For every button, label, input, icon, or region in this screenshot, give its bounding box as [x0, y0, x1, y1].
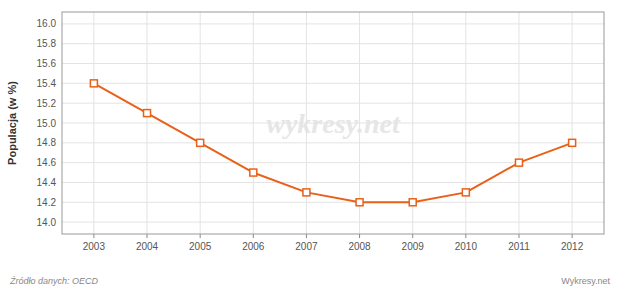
y-grid-line: [62, 222, 604, 223]
x-tick: [412, 234, 413, 238]
marker: [303, 189, 310, 196]
y-tick-label: 15.6: [37, 58, 57, 69]
x-tick-label: 2006: [242, 241, 265, 252]
y-grid-line: [62, 182, 604, 183]
y-grid-line: [62, 123, 604, 124]
x-grid-line: [93, 12, 94, 234]
x-grid-line: [306, 12, 307, 234]
y-tick-label: 14.0: [37, 217, 57, 228]
marker: [462, 189, 469, 196]
chart-container: wykresy.net14.014.214.414.614.815.015.21…: [0, 0, 620, 292]
credit-text: Wykresy.net: [561, 276, 610, 286]
y-grid-line: [62, 103, 604, 104]
x-tick-label: 2008: [348, 241, 371, 252]
marker: [250, 169, 257, 176]
source-text: Źródło danych: OECD: [9, 276, 99, 286]
line: [94, 83, 572, 202]
marker: [90, 80, 97, 87]
y-tick-label: 15.2: [37, 98, 57, 109]
y-tick-label: 15.8: [37, 38, 57, 49]
x-tick: [253, 234, 254, 238]
x-tick: [518, 234, 519, 238]
x-tick: [93, 234, 94, 238]
chart-svg: wykresy.net14.014.214.414.614.815.015.21…: [0, 0, 620, 292]
y-grid-line: [62, 43, 604, 44]
marker: [569, 139, 576, 146]
marker: [356, 199, 363, 206]
x-grid-line: [147, 12, 148, 234]
x-tick: [200, 234, 201, 238]
y-axis-label: Populacja (w %): [6, 81, 18, 165]
y-grid-line: [62, 142, 604, 143]
x-tick-label: 2005: [189, 241, 212, 252]
x-grid-line: [518, 12, 519, 234]
x-grid-line: [200, 12, 201, 234]
marker: [409, 199, 416, 206]
x-tick-label: 2009: [402, 241, 425, 252]
y-tick-label: 14.2: [37, 197, 57, 208]
x-tick: [147, 234, 148, 238]
x-tick-label: 2011: [508, 241, 530, 252]
y-tick-label: 15.0: [37, 118, 57, 129]
marker: [515, 159, 522, 166]
x-tick-label: 2004: [136, 241, 159, 252]
y-tick-label: 14.4: [37, 177, 57, 188]
x-tick-label: 2003: [83, 241, 106, 252]
marker: [197, 139, 204, 146]
x-grid-line: [465, 12, 466, 234]
y-tick-label: 16.0: [37, 18, 57, 29]
x-tick-label: 2010: [455, 241, 478, 252]
y-tick-label: 14.6: [37, 157, 57, 168]
x-grid-line: [572, 12, 573, 234]
grid: [62, 12, 604, 234]
y-grid-line: [62, 83, 604, 84]
plot-frame: [62, 12, 604, 234]
series-group: [90, 80, 575, 206]
x-tick-label: 2007: [295, 241, 318, 252]
y-grid-line: [62, 63, 604, 64]
x-tick: [306, 234, 307, 238]
x-tick-label: 2012: [561, 241, 584, 252]
y-tick-label: 15.4: [37, 78, 57, 89]
y-grid-line: [62, 23, 604, 24]
x-tick: [465, 234, 466, 238]
marker: [144, 110, 151, 117]
x-tick: [359, 234, 360, 238]
y-grid-line: [62, 202, 604, 203]
x-tick: [572, 234, 573, 238]
y-tick-label: 14.8: [37, 137, 57, 148]
x-grid-line: [253, 12, 254, 234]
